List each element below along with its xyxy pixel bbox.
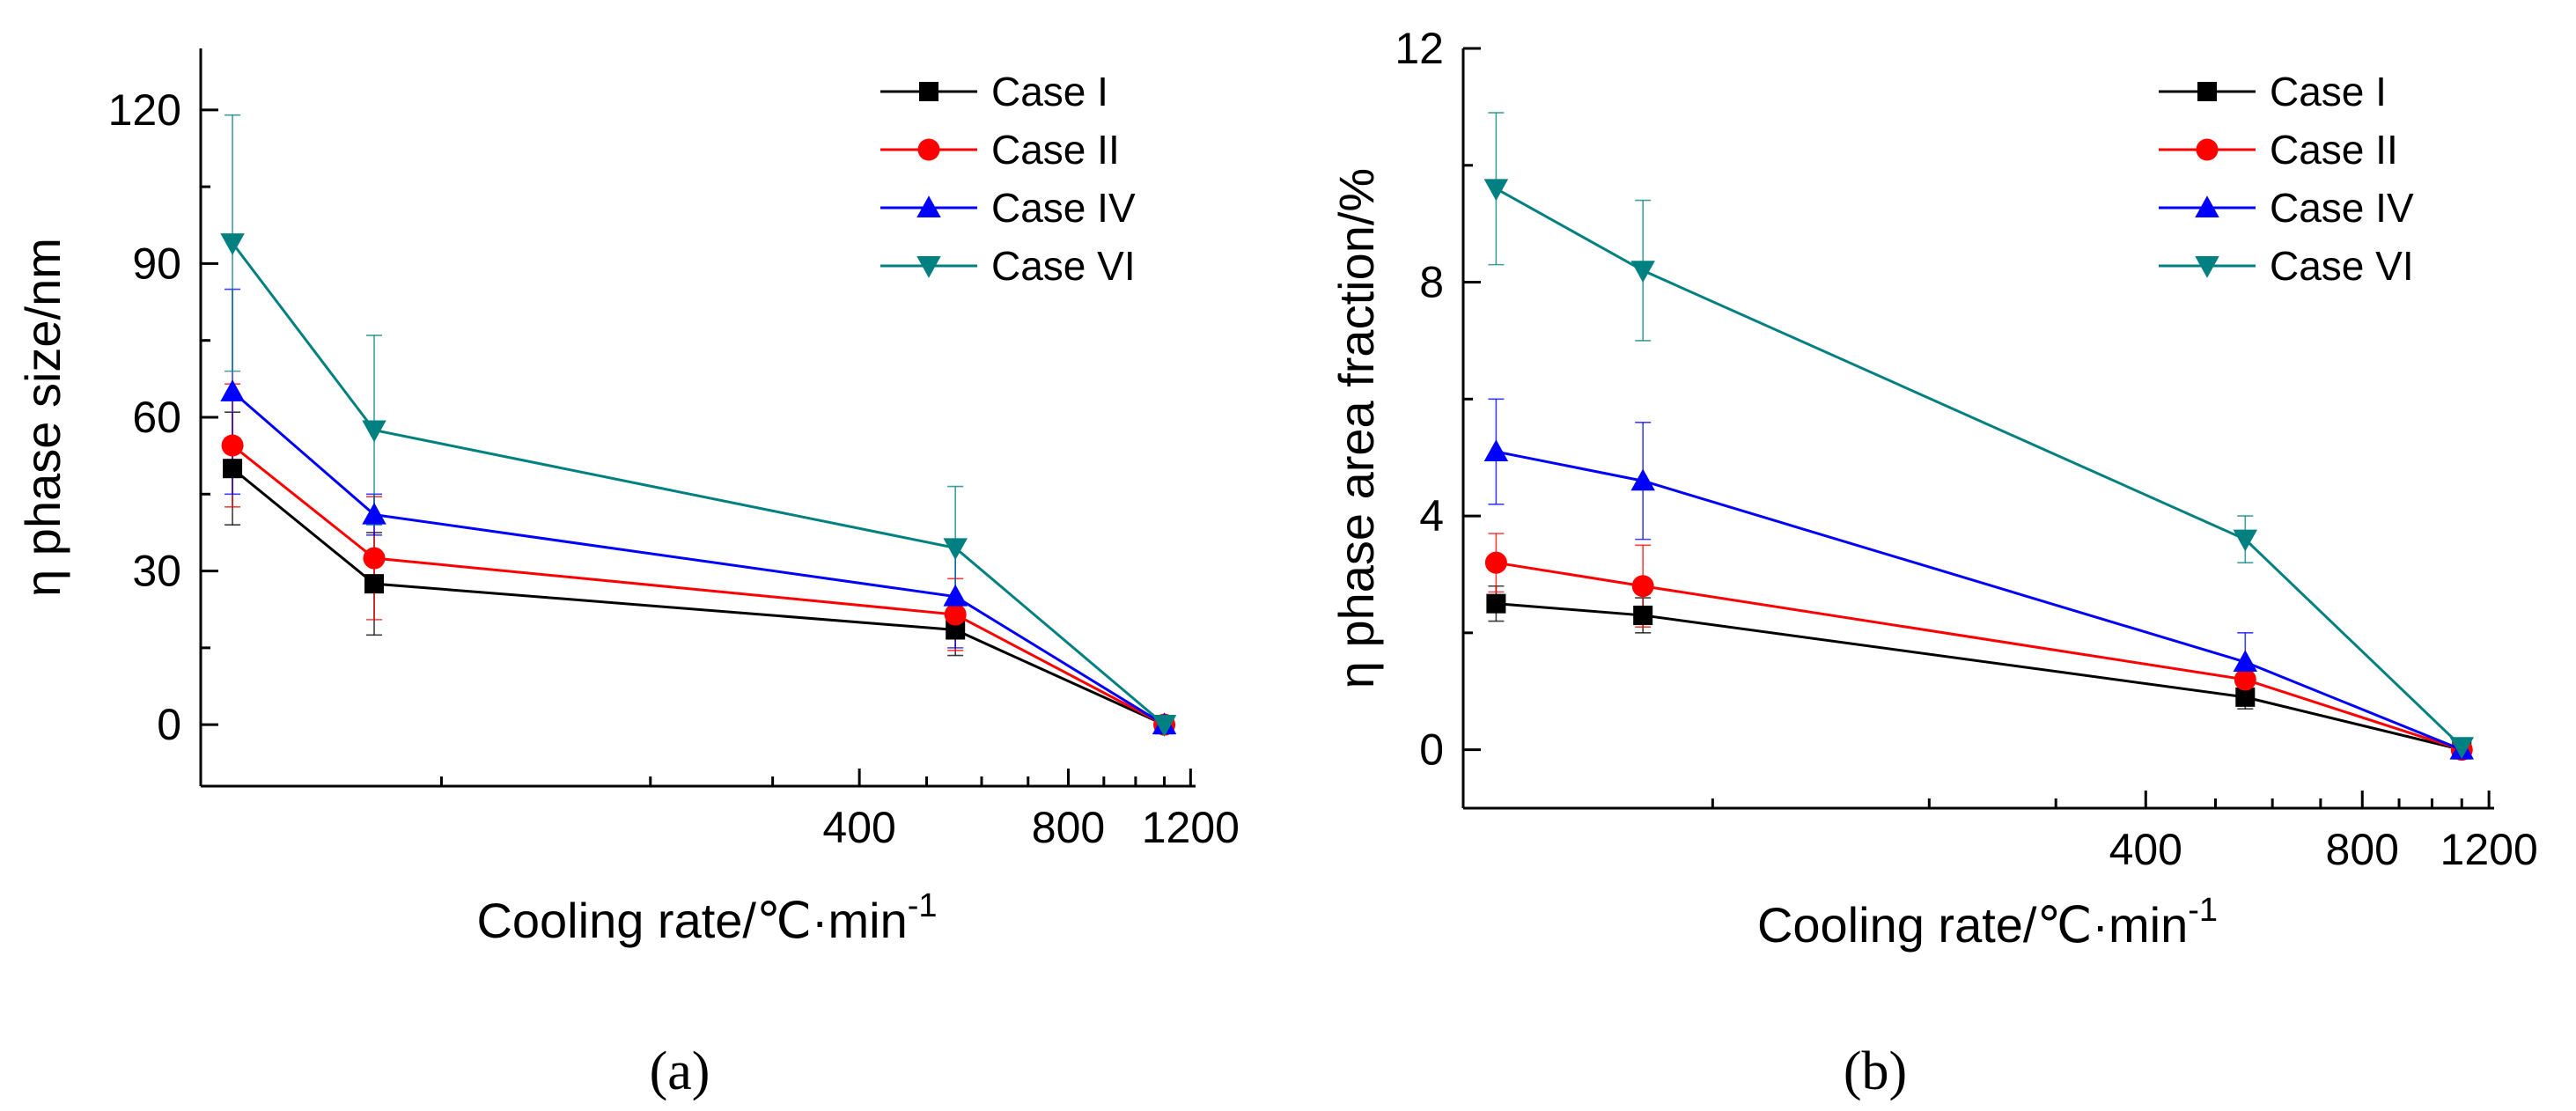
- data-point: [221, 434, 244, 457]
- legend-marker: [2196, 138, 2219, 161]
- x-tick-label: 400: [822, 803, 895, 852]
- data-point: [1152, 715, 1177, 737]
- x-axis-label-main: Cooling rate/℃·min: [1757, 897, 2188, 953]
- chart-panel-a: 0 30 60 90 120 400 800 1200 Cooling rate/℃·min-1…: [15, 48, 1240, 1101]
- panel-label: (a): [650, 1041, 710, 1101]
- data-point: [223, 459, 243, 479]
- y-tick-label: 120: [108, 85, 181, 135]
- y-axis-label: η phase area fraction/%: [1328, 168, 1384, 688]
- data-point: [943, 584, 968, 607]
- data-point: [944, 603, 967, 626]
- x-axis-label-superscript: -1: [2188, 892, 2218, 929]
- data-point: [2233, 650, 2258, 673]
- legend-marker: [916, 256, 941, 278]
- data-point: [362, 502, 386, 525]
- series-line: [1496, 561, 2462, 752]
- y-tick-label: 12: [1395, 24, 1444, 73]
- y-axis-label: η phase size/nm: [15, 238, 70, 597]
- legend-marker: [919, 82, 938, 101]
- legend-label: Case II: [991, 127, 1120, 173]
- x-tick-label: 1200: [2440, 825, 2538, 874]
- x-axis-label-main: Cooling rate/℃·min: [476, 893, 907, 948]
- data-point: [1633, 605, 1653, 625]
- data-point: [220, 233, 245, 255]
- data-point: [1486, 593, 1506, 614]
- legend-label: Case IV: [991, 185, 1136, 231]
- data-point: [362, 420, 386, 443]
- y-tick-label: 90: [132, 239, 181, 288]
- legend-label: Case I: [991, 69, 1108, 114]
- legend-label: Case IV: [2270, 185, 2414, 231]
- data-point: [364, 574, 385, 594]
- series-line: [232, 390, 1166, 726]
- legend-marker: [916, 195, 941, 217]
- legend-label: Case I: [2270, 69, 2387, 114]
- data-point: [220, 379, 245, 401]
- data-point: [943, 538, 968, 561]
- legend-marker: [917, 138, 940, 161]
- legend-marker: [2195, 256, 2219, 278]
- y-tick-label: 30: [132, 547, 181, 596]
- y-tick-label: 0: [157, 700, 181, 749]
- x-tick-label: 800: [2326, 825, 2399, 874]
- data-point: [1630, 468, 1655, 491]
- chart-panel-b: 0 4 8 12 400 800 1200 Cooling rate/℃·min-1 η pha…: [1328, 24, 2538, 1101]
- series-line: [1496, 602, 2462, 752]
- legend-label: Case VI: [991, 243, 1136, 289]
- x-axis-label: Cooling rate/℃·min-1: [476, 887, 937, 948]
- series-line: [1495, 188, 2463, 748]
- x-axis-label: Cooling rate/℃·min-1: [1757, 892, 2218, 953]
- data-point: [1483, 439, 1509, 462]
- legend-label: Case VI: [2270, 243, 2414, 289]
- data-point: [2449, 737, 2475, 760]
- y-tick-label: 60: [132, 393, 181, 442]
- series-line: [1496, 450, 2462, 752]
- data-point: [1484, 551, 1507, 574]
- data-point: [2234, 668, 2256, 691]
- y-tick-label: 4: [1419, 491, 1444, 541]
- series-line: [232, 467, 1166, 726]
- y-tick-label: 8: [1419, 258, 1444, 307]
- x-tick-label: 400: [2109, 825, 2182, 874]
- legend-label: Case II: [2270, 127, 2398, 173]
- legend-marker: [2195, 195, 2219, 217]
- legend-marker: [2197, 82, 2217, 101]
- data-point: [1630, 261, 1655, 283]
- x-axis-label-superscript: -1: [908, 887, 938, 924]
- data-point: [1631, 575, 1654, 598]
- x-tick-label: 800: [1032, 803, 1105, 852]
- data-point: [2233, 529, 2258, 552]
- x-tick-label: 1200: [1142, 803, 1240, 852]
- data-point: [946, 620, 966, 640]
- data-point: [363, 547, 386, 570]
- panel-label: (b): [1844, 1041, 1907, 1101]
- series-line: [232, 444, 1166, 726]
- data-point: [2235, 687, 2256, 707]
- data-point: [1483, 179, 1509, 202]
- y-tick-label: 0: [1419, 725, 1444, 775]
- series-line: [231, 242, 1166, 726]
